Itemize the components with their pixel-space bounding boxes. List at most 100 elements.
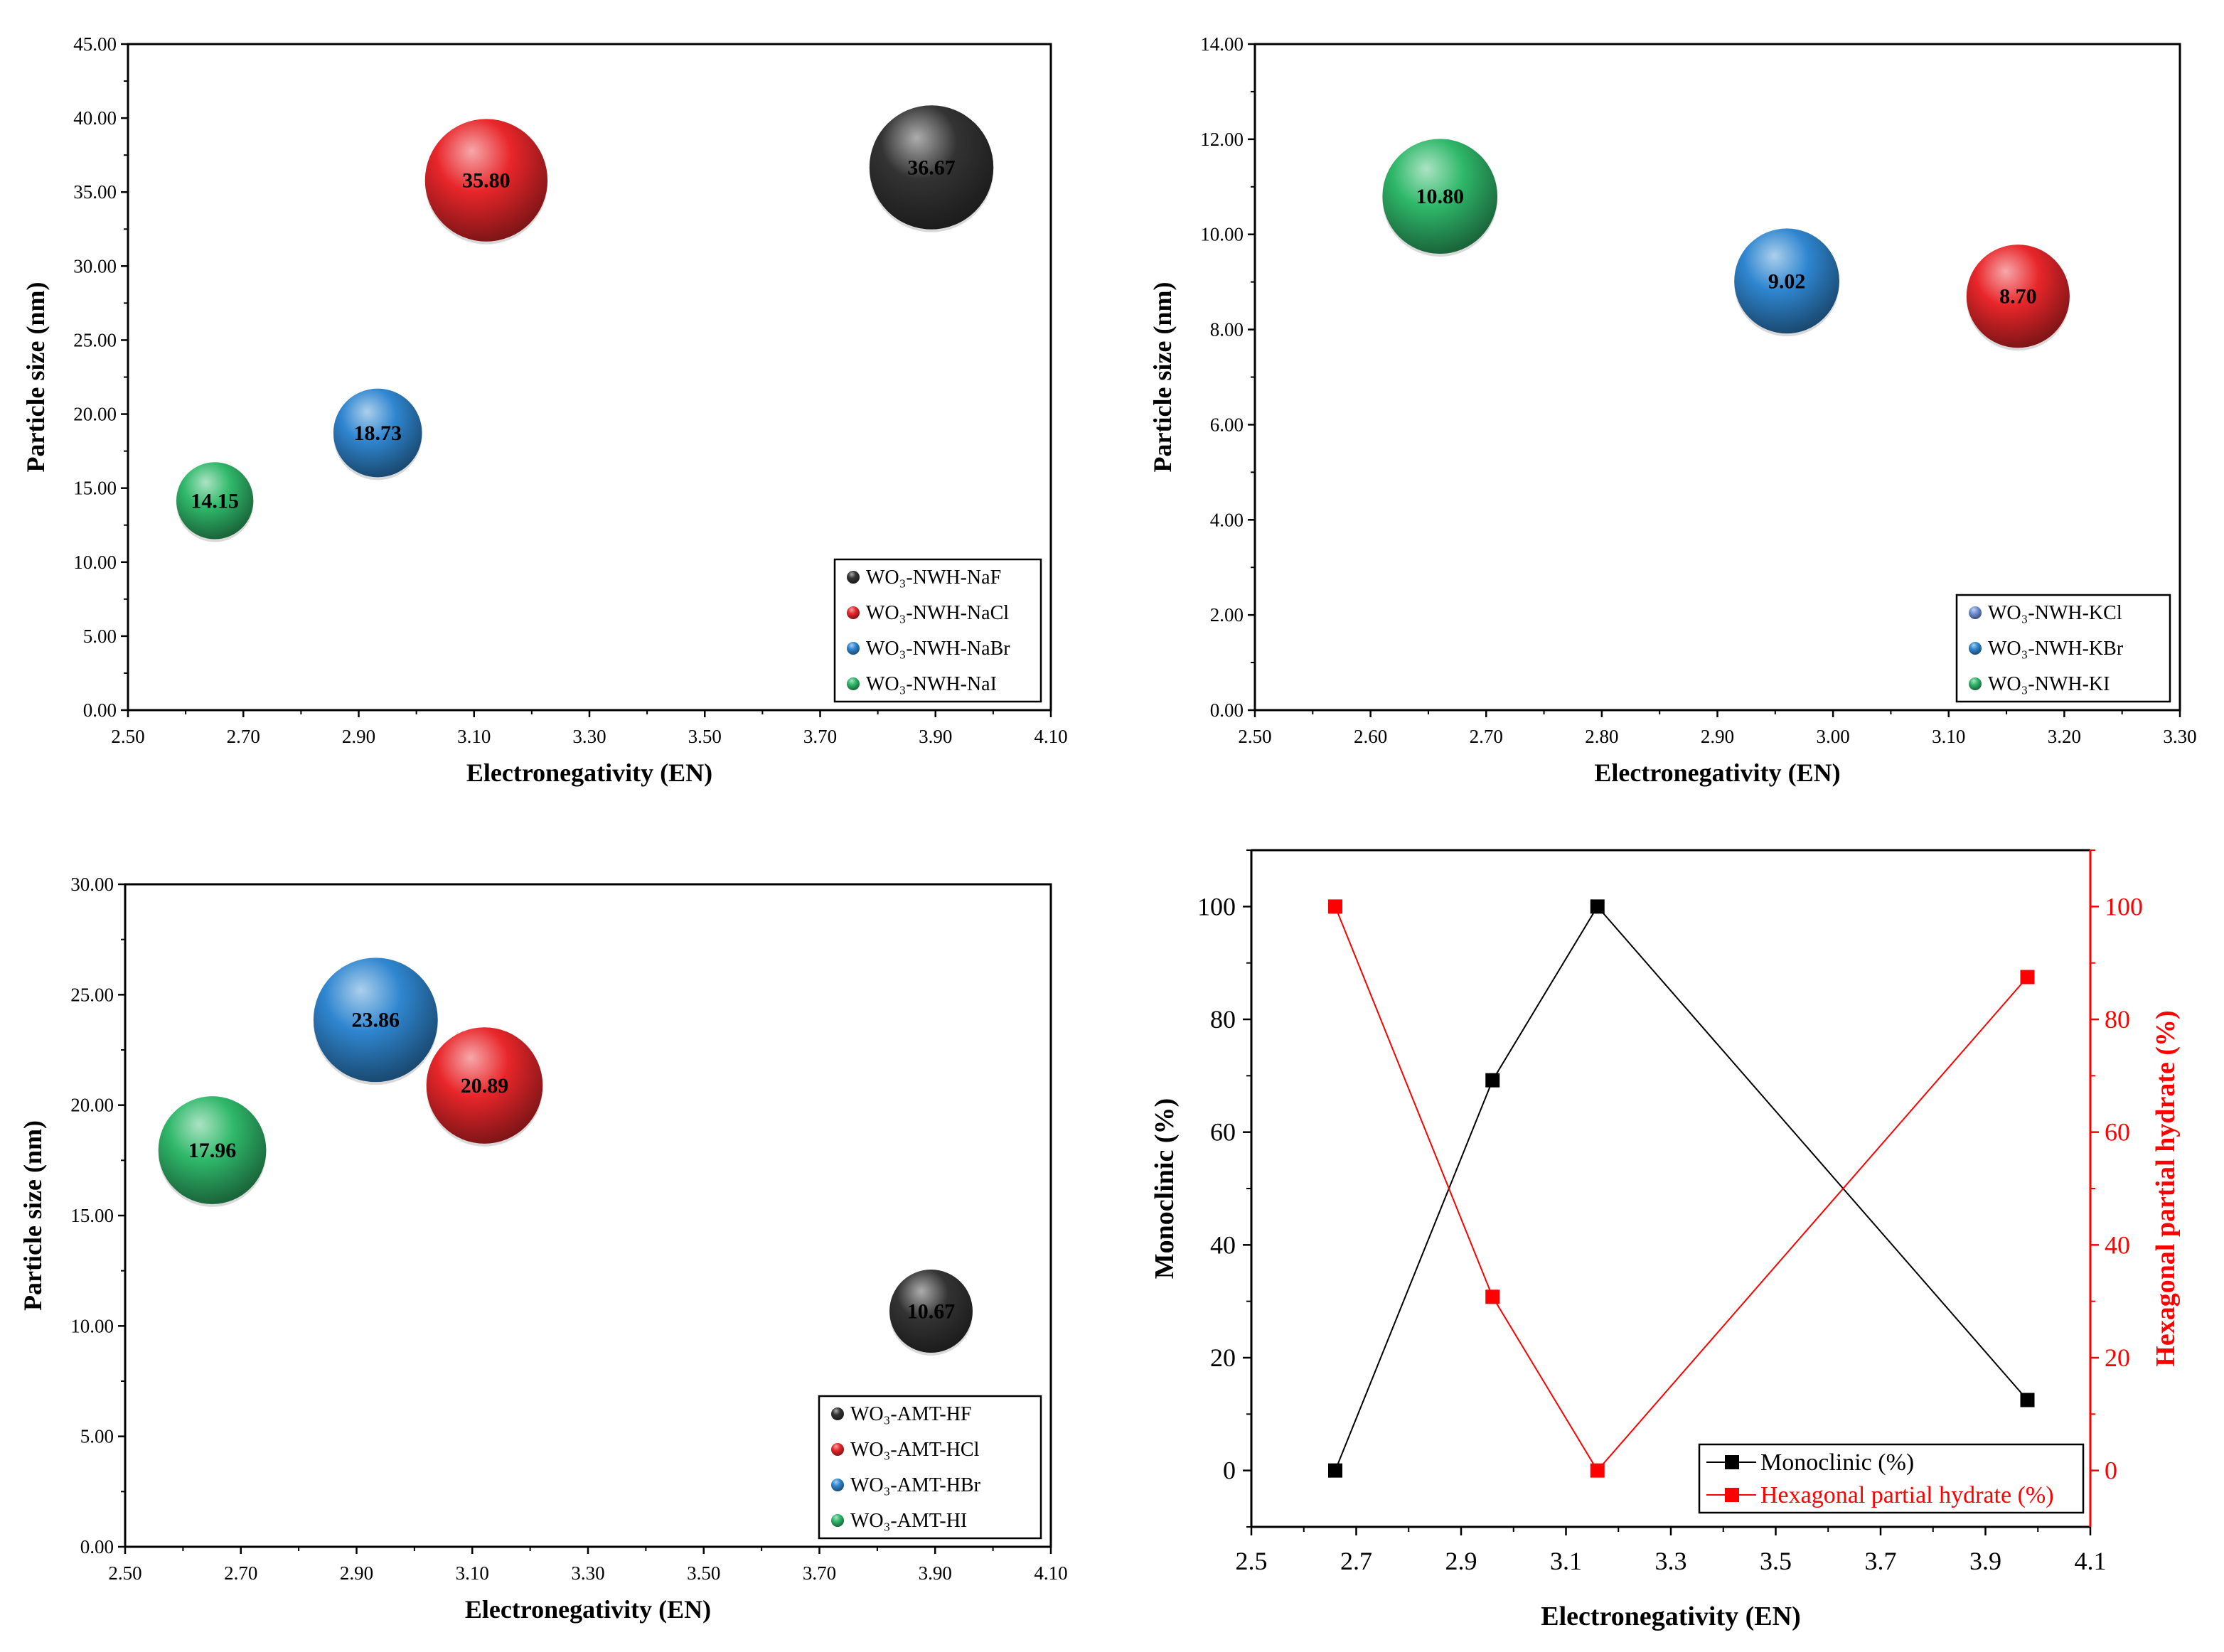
bubble-value-label: 20.89 <box>461 1074 509 1098</box>
x-tick-label: 4.10 <box>1034 1562 1067 1584</box>
panel-c-amt-h: 0.00 5.00 10.00 15.00 20.00 25.00 30.00 2.50 2.7… <box>18 874 1068 1624</box>
x-tick-label: 2.70 <box>1470 726 1503 747</box>
marker-monoclinic <box>2020 1393 2035 1407</box>
bubble-value-label: 18.73 <box>353 422 402 445</box>
panel-b-nwh-k: 0.00 2.00 4.00 6.00 8.00 10.00 12.00 14.00 2.50 2… <box>1148 33 2197 787</box>
bubble-wo-nwh-kbr <box>1734 228 1839 334</box>
x-tick-label: 3.7 <box>1865 1547 1897 1575</box>
bubble-wo-amt-hbr <box>313 958 438 1083</box>
bubble-wo-nwh-ki <box>1382 139 1498 254</box>
y-tick-label: 0.00 <box>80 1536 114 1557</box>
y-tick-label: 10.00 <box>73 552 117 573</box>
y-tick-label: 4.00 <box>1210 509 1244 530</box>
legend-marker <box>1725 1455 1739 1469</box>
legend-entry: WO₃-AMT-HBr <box>850 1474 981 1496</box>
marker-hexagonal-partial-hydrate <box>1590 1463 1605 1478</box>
y-tick-label: 14.00 <box>1200 33 1244 55</box>
bubble-wo-nwh-nacl <box>424 119 548 242</box>
y-tick-label: 20 <box>1210 1343 1236 1372</box>
y-tick-label: 0 <box>1223 1457 1236 1485</box>
bubble-value-label: 10.80 <box>1416 185 1464 208</box>
x-tick-label: 2.7 <box>1340 1547 1372 1575</box>
legend-entry: WO₃-AMT-HCl <box>850 1439 980 1461</box>
y-tick-label: 15.00 <box>70 1205 114 1226</box>
legend-marker <box>1969 642 1982 655</box>
y-tick-label: 10.00 <box>1200 224 1244 245</box>
marker-monoclinic <box>1485 1073 1500 1088</box>
bubble-wo-amt-hf <box>889 1270 973 1353</box>
x-tick-label: 2.70 <box>224 1562 257 1584</box>
y-axis-title: Particle size (nm) <box>1148 282 1177 473</box>
x-tick-label: 3.10 <box>456 1562 489 1584</box>
y2-axis-title: Hexagonal partial hydrate (%) <box>2151 1010 2181 1366</box>
y-axis-title: Particle size (nm) <box>18 1120 47 1311</box>
panel-d-phase-fraction: 0 20 40 60 80 100 0 20 40 60 80 100 2.5 2.7 2.9 3.1 3.3 3… <box>1150 849 2181 1631</box>
y2-tick-label: 60 <box>2105 1118 2130 1147</box>
legend-entry: WO₃-AMT-HF <box>850 1403 972 1425</box>
bubble-value-label: 9.02 <box>1768 269 1806 293</box>
bubble-wo-nwh-nai <box>176 462 254 540</box>
legend-box <box>1955 594 2171 703</box>
bubble-value-label: 14.15 <box>191 489 239 513</box>
y-tick-label: 80 <box>1210 1005 1236 1034</box>
y-tick-label: 6.00 <box>1210 414 1244 435</box>
y-tick-label: 12.00 <box>1200 129 1244 150</box>
legend-marker <box>831 1514 844 1527</box>
y-tick-label: 35.00 <box>73 181 117 203</box>
bubble-value-label: 17.96 <box>188 1139 237 1162</box>
y-axis-title: Monoclinic (%) <box>1150 1098 1180 1279</box>
y-axis-title: Particle size (nm) <box>21 282 50 473</box>
legend-marker <box>847 606 860 619</box>
legend-entry: WO₃-NWH-KCl <box>1988 602 2122 624</box>
x-tick-label: 2.50 <box>1238 726 1271 747</box>
x-tick-label: 3.10 <box>1932 726 1965 747</box>
legend-entry: Hexagonal partial hydrate (%) <box>1760 1482 2054 1508</box>
x-tick-label: 3.00 <box>1817 726 1850 747</box>
x-tick-label: 3.70 <box>803 726 837 747</box>
bubble-value-label: 35.80 <box>462 169 510 193</box>
x-tick-label: 2.50 <box>108 1562 141 1584</box>
legend-box <box>818 1395 1042 1540</box>
bubble-value-label: 36.67 <box>907 156 956 179</box>
legend-marker <box>1725 1488 1739 1502</box>
y-tick-label: 25.00 <box>73 329 117 350</box>
x-tick-label: 3.20 <box>2048 726 2081 747</box>
x-tick-label: 3.50 <box>688 726 722 747</box>
x-tick-label: 4.10 <box>1034 726 1067 747</box>
x-axis-title: Electronegativity (EN) <box>466 758 712 787</box>
x-tick-label: 2.5 <box>1236 1547 1268 1575</box>
x-axis-title: Electronegativity (EN) <box>1594 758 1840 787</box>
x-axis-title: Electronegativity (EN) <box>1541 1602 1801 1631</box>
x-tick-label: 3.3 <box>1655 1547 1687 1575</box>
y-tick-label: 45.00 <box>73 33 117 55</box>
y-tick-label: 40.00 <box>73 107 117 129</box>
y2-tick-label: 0 <box>2105 1457 2117 1485</box>
x-tick-label: 3.9 <box>1969 1547 2001 1575</box>
legend-entry: WO₃-NWH-NaI <box>866 673 997 695</box>
x-tick-label: 2.50 <box>111 726 144 747</box>
x-tick-label: 2.90 <box>342 726 375 747</box>
x-tick-label: 4.1 <box>2075 1547 2107 1575</box>
legend-marker <box>847 642 860 655</box>
legend-box <box>1698 1443 2085 1514</box>
y-tick-label: 5.00 <box>83 626 117 647</box>
legend-box <box>833 558 1042 703</box>
bubble-value-label: 8.70 <box>1999 285 2037 309</box>
legend-marker <box>1969 677 1982 690</box>
legend-entry: Monoclinic (%) <box>1760 1449 1914 1476</box>
x-axis-title: Electronegativity (EN) <box>465 1595 711 1624</box>
legend-entry: WO₃-NWH-NaCl <box>866 602 1009 624</box>
y-tick-label: 40 <box>1210 1230 1236 1259</box>
y-tick-label: 0.00 <box>83 699 117 721</box>
bubble-wo-nwh-nabr <box>333 388 422 478</box>
y-tick-label: 5.00 <box>80 1426 114 1447</box>
legend-entry: WO₃-NWH-KBr <box>1988 638 2124 660</box>
x-tick-label: 2.9 <box>1445 1547 1477 1575</box>
bubble-wo-nwh-kcl <box>1966 245 2070 348</box>
legend-entry: WO₃-NWH-NaBr <box>866 638 1010 660</box>
marker-hexagonal-partial-hydrate <box>2020 970 2035 985</box>
bubble-wo-amt-hi <box>158 1096 267 1204</box>
legend-entry: WO₃-AMT-HI <box>850 1510 967 1532</box>
x-tick-label: 3.50 <box>687 1562 720 1584</box>
